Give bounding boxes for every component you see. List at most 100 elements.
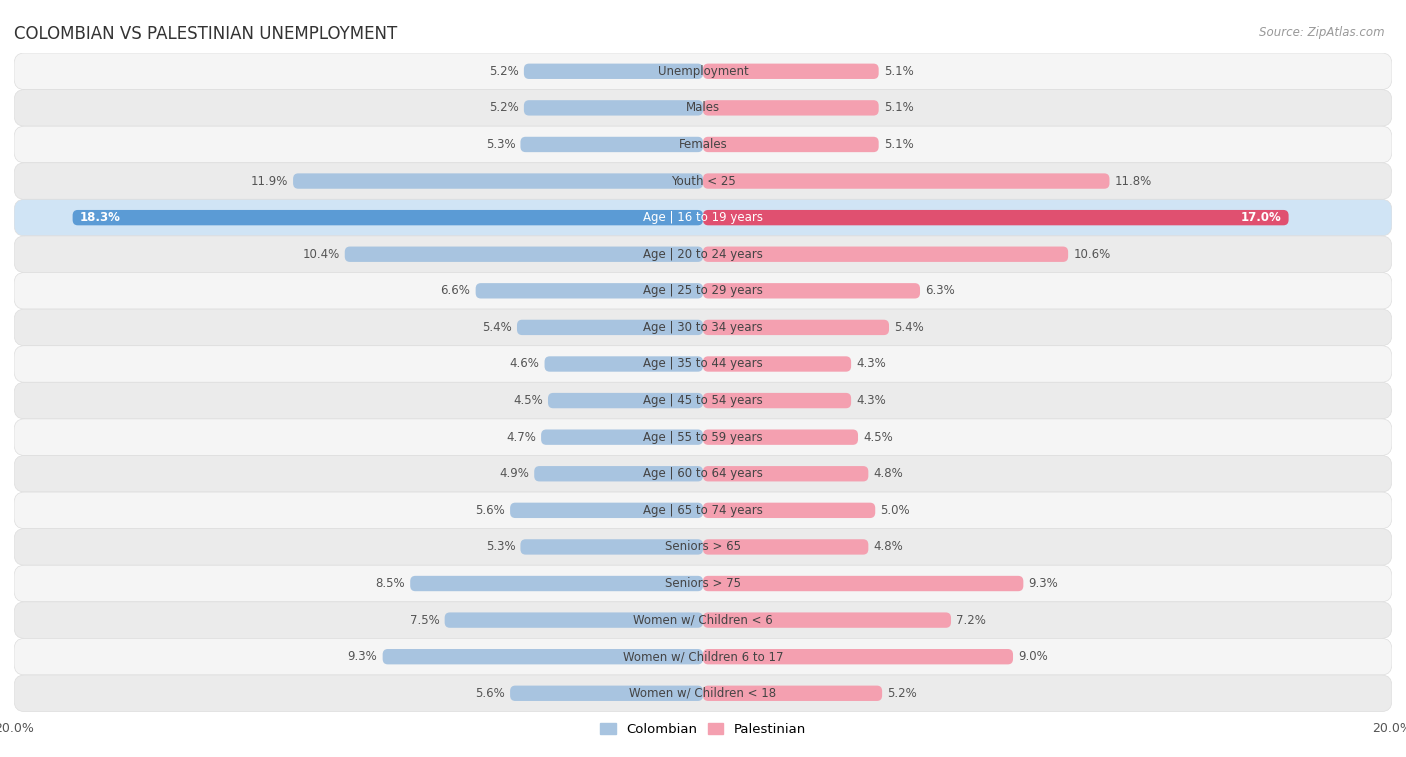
FancyBboxPatch shape	[703, 466, 869, 481]
Text: 4.8%: 4.8%	[873, 540, 903, 553]
Text: Age | 55 to 59 years: Age | 55 to 59 years	[643, 431, 763, 444]
FancyBboxPatch shape	[14, 236, 1392, 273]
FancyBboxPatch shape	[344, 247, 703, 262]
Text: Age | 20 to 24 years: Age | 20 to 24 years	[643, 248, 763, 260]
FancyBboxPatch shape	[703, 100, 879, 116]
Text: 4.6%: 4.6%	[509, 357, 540, 370]
Text: 4.9%: 4.9%	[499, 467, 529, 480]
FancyBboxPatch shape	[292, 173, 703, 188]
FancyBboxPatch shape	[524, 100, 703, 116]
FancyBboxPatch shape	[14, 492, 1392, 528]
FancyBboxPatch shape	[14, 163, 1392, 199]
FancyBboxPatch shape	[14, 382, 1392, 419]
FancyBboxPatch shape	[475, 283, 703, 298]
Text: Unemployment: Unemployment	[658, 65, 748, 78]
Text: 5.6%: 5.6%	[475, 504, 505, 517]
Text: Age | 45 to 54 years: Age | 45 to 54 years	[643, 394, 763, 407]
FancyBboxPatch shape	[703, 539, 869, 555]
Text: Women w/ Children < 6: Women w/ Children < 6	[633, 614, 773, 627]
FancyBboxPatch shape	[520, 539, 703, 555]
Text: 8.5%: 8.5%	[375, 577, 405, 590]
FancyBboxPatch shape	[14, 346, 1392, 382]
Text: Source: ZipAtlas.com: Source: ZipAtlas.com	[1260, 26, 1385, 39]
FancyBboxPatch shape	[14, 602, 1392, 638]
Text: Seniors > 75: Seniors > 75	[665, 577, 741, 590]
FancyBboxPatch shape	[14, 675, 1392, 712]
Text: Age | 35 to 44 years: Age | 35 to 44 years	[643, 357, 763, 370]
FancyBboxPatch shape	[510, 686, 703, 701]
FancyBboxPatch shape	[14, 89, 1392, 126]
Text: 4.5%: 4.5%	[863, 431, 893, 444]
FancyBboxPatch shape	[703, 686, 882, 701]
Text: 6.3%: 6.3%	[925, 285, 955, 298]
FancyBboxPatch shape	[510, 503, 703, 518]
Text: Age | 30 to 34 years: Age | 30 to 34 years	[643, 321, 763, 334]
FancyBboxPatch shape	[703, 393, 851, 408]
Text: Females: Females	[679, 138, 727, 151]
Text: Youth < 25: Youth < 25	[671, 175, 735, 188]
FancyBboxPatch shape	[14, 638, 1392, 675]
Text: Age | 60 to 64 years: Age | 60 to 64 years	[643, 467, 763, 480]
FancyBboxPatch shape	[517, 319, 703, 335]
Text: 5.2%: 5.2%	[489, 101, 519, 114]
FancyBboxPatch shape	[14, 419, 1392, 456]
Text: 5.2%: 5.2%	[887, 687, 917, 699]
FancyBboxPatch shape	[544, 357, 703, 372]
FancyBboxPatch shape	[382, 649, 703, 665]
Text: 5.1%: 5.1%	[884, 138, 914, 151]
Text: 5.1%: 5.1%	[884, 101, 914, 114]
FancyBboxPatch shape	[703, 283, 920, 298]
FancyBboxPatch shape	[703, 429, 858, 445]
Text: Seniors > 65: Seniors > 65	[665, 540, 741, 553]
FancyBboxPatch shape	[703, 503, 875, 518]
FancyBboxPatch shape	[703, 357, 851, 372]
FancyBboxPatch shape	[703, 612, 950, 628]
Text: Age | 65 to 74 years: Age | 65 to 74 years	[643, 504, 763, 517]
Text: 4.7%: 4.7%	[506, 431, 536, 444]
Text: 10.4%: 10.4%	[302, 248, 340, 260]
Text: 17.0%: 17.0%	[1241, 211, 1282, 224]
Text: 5.3%: 5.3%	[485, 540, 515, 553]
FancyBboxPatch shape	[703, 576, 1024, 591]
FancyBboxPatch shape	[14, 199, 1392, 236]
Text: 7.2%: 7.2%	[956, 614, 986, 627]
Text: 10.6%: 10.6%	[1073, 248, 1111, 260]
Text: 9.3%: 9.3%	[347, 650, 377, 663]
Text: Age | 16 to 19 years: Age | 16 to 19 years	[643, 211, 763, 224]
Text: Age | 25 to 29 years: Age | 25 to 29 years	[643, 285, 763, 298]
Text: 5.4%: 5.4%	[894, 321, 924, 334]
FancyBboxPatch shape	[14, 53, 1392, 89]
Text: 5.1%: 5.1%	[884, 65, 914, 78]
Text: 11.8%: 11.8%	[1115, 175, 1152, 188]
FancyBboxPatch shape	[444, 612, 703, 628]
FancyBboxPatch shape	[548, 393, 703, 408]
Text: 6.6%: 6.6%	[440, 285, 471, 298]
Text: 4.5%: 4.5%	[513, 394, 543, 407]
Text: Males: Males	[686, 101, 720, 114]
FancyBboxPatch shape	[703, 247, 1069, 262]
FancyBboxPatch shape	[520, 137, 703, 152]
FancyBboxPatch shape	[14, 309, 1392, 346]
Text: 5.2%: 5.2%	[489, 65, 519, 78]
FancyBboxPatch shape	[14, 126, 1392, 163]
Text: Women w/ Children < 18: Women w/ Children < 18	[630, 687, 776, 699]
FancyBboxPatch shape	[14, 565, 1392, 602]
Text: 9.0%: 9.0%	[1018, 650, 1047, 663]
FancyBboxPatch shape	[14, 528, 1392, 565]
Text: COLOMBIAN VS PALESTINIAN UNEMPLOYMENT: COLOMBIAN VS PALESTINIAN UNEMPLOYMENT	[14, 25, 398, 43]
FancyBboxPatch shape	[524, 64, 703, 79]
Legend: Colombian, Palestinian: Colombian, Palestinian	[595, 718, 811, 741]
Text: 5.6%: 5.6%	[475, 687, 505, 699]
Text: 4.3%: 4.3%	[856, 394, 886, 407]
FancyBboxPatch shape	[73, 210, 703, 226]
Text: 4.8%: 4.8%	[873, 467, 903, 480]
Text: 7.5%: 7.5%	[409, 614, 440, 627]
Text: 18.3%: 18.3%	[80, 211, 121, 224]
Text: Women w/ Children 6 to 17: Women w/ Children 6 to 17	[623, 650, 783, 663]
FancyBboxPatch shape	[703, 210, 1289, 226]
FancyBboxPatch shape	[703, 173, 1109, 188]
FancyBboxPatch shape	[703, 319, 889, 335]
Text: 5.3%: 5.3%	[485, 138, 515, 151]
FancyBboxPatch shape	[534, 466, 703, 481]
FancyBboxPatch shape	[14, 273, 1392, 309]
